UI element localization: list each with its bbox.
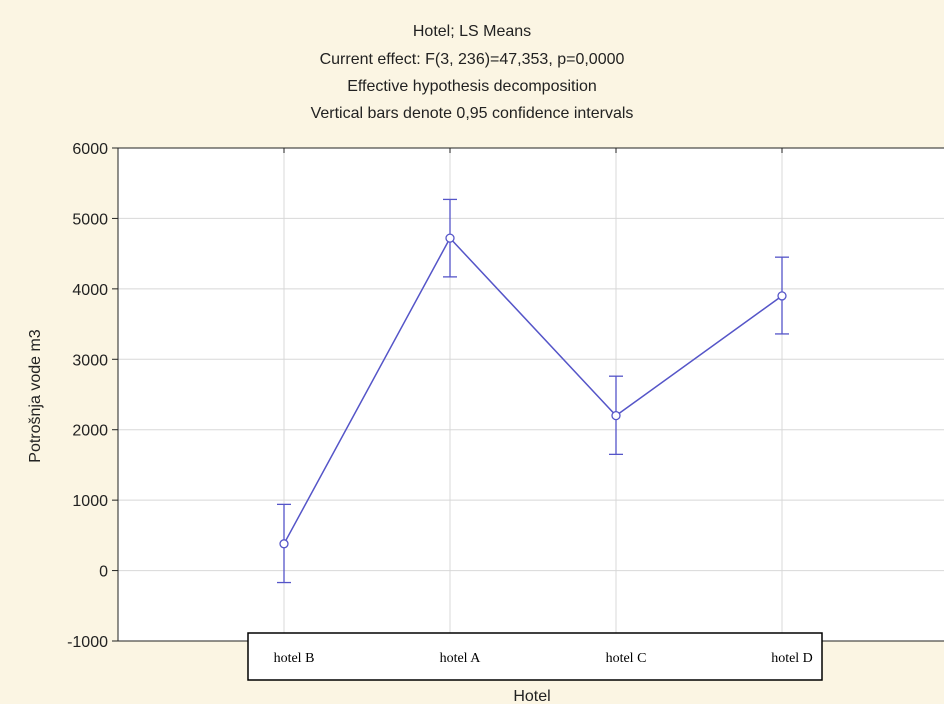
data-point bbox=[445, 233, 455, 243]
series-line bbox=[283, 236, 783, 545]
data-point bbox=[279, 539, 289, 549]
x-axis-label: Hotel bbox=[513, 688, 550, 704]
plot-area bbox=[118, 148, 944, 641]
y-tick-label: 4000 bbox=[72, 282, 108, 299]
x-axis-categories: hotel B hotel A hotel C hotel D bbox=[274, 651, 813, 666]
data-point bbox=[611, 410, 621, 421]
y-tick-label: 3000 bbox=[72, 352, 108, 369]
grid-lines bbox=[118, 148, 944, 641]
chart-subtitle-effect: Current effect: F(3, 236)=47,353, p=0,00… bbox=[320, 51, 625, 68]
y-axis-label: Potrošnja vode m3 bbox=[27, 329, 44, 463]
data-point bbox=[777, 291, 787, 301]
chart-title: Hotel; LS Means bbox=[413, 23, 531, 40]
x-category-label: hotel A bbox=[440, 651, 482, 666]
series-layer bbox=[277, 198, 789, 584]
y-tick-label: 2000 bbox=[72, 423, 108, 440]
category-label-box bbox=[247, 632, 823, 681]
x-category-label: hotel C bbox=[606, 651, 647, 666]
y-tick-label: 6000 bbox=[72, 141, 108, 158]
y-tick-label: 5000 bbox=[72, 211, 108, 228]
y-axis-ticks: -1000 0 1000 2000 3000 4000 5000 6000 bbox=[67, 141, 118, 651]
y-tick-label: -1000 bbox=[67, 634, 108, 651]
x-category-label: hotel B bbox=[274, 651, 315, 666]
chart-subtitle-confidence: Vertical bars denote 0,95 confidence int… bbox=[311, 105, 634, 122]
x-category-label: hotel D bbox=[771, 651, 813, 666]
chart-subtitle-decomposition: Effective hypothesis decomposition bbox=[347, 78, 597, 95]
y-tick-label: 1000 bbox=[72, 493, 108, 510]
y-tick-label: 0 bbox=[99, 564, 108, 581]
